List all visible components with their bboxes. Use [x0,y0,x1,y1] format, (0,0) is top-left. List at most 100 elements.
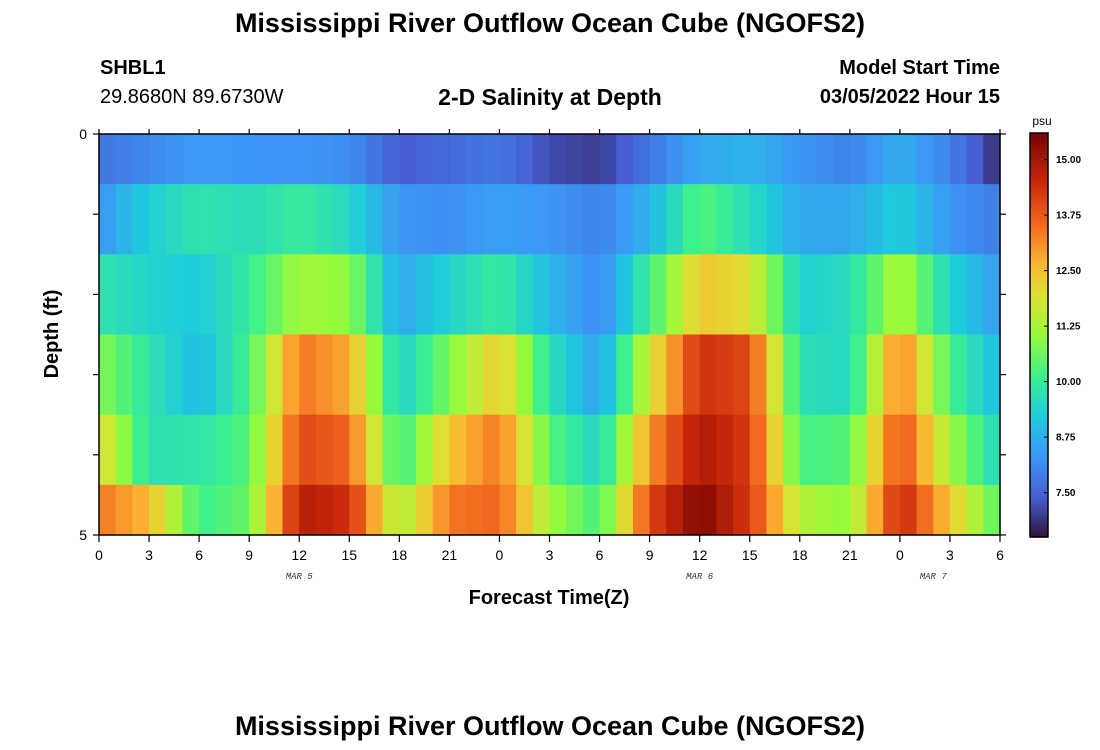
x-tick-label: 9 [245,547,253,563]
heatmap-cell [516,414,534,486]
heatmap-cell [682,184,701,255]
heatmap-cell [816,334,834,416]
heatmap-cell [416,254,434,335]
heatmap-cell [916,334,934,416]
colorbar-segment [1030,297,1048,302]
heatmap-cell [883,334,901,416]
heatmap-cell [416,184,434,255]
colorbar-segment [1030,520,1048,525]
colorbar-segment [1030,415,1048,420]
heatmap-cell [215,414,234,486]
colorbar-segment [1030,136,1048,141]
heatmap-cell [282,334,300,416]
colorbar-segment [1030,240,1048,245]
heatmap-cell [866,414,884,486]
heatmap-cell [733,334,751,416]
heatmap-cell [349,184,367,255]
heatmap-cell [149,254,167,335]
y-tick-label: 0 [79,126,87,142]
colorbar-segment [1030,365,1048,370]
x-tick-label: 18 [792,547,808,563]
colorbar-segment [1030,419,1048,424]
heatmap-cell [783,134,801,185]
colorbar-segment [1030,146,1048,151]
heatmap-cell [599,414,617,486]
heatmap-cell [265,334,284,416]
heatmap-cell [449,184,467,255]
heatmap-cell [899,134,918,185]
heatmap-cell [282,484,300,536]
heatmap-cell [482,484,501,536]
heatmap-cell [833,334,851,416]
colorbar-segment [1030,304,1048,309]
heatmap-cell [699,184,717,255]
x-tick-label: 15 [742,547,758,563]
heatmap-cell [866,254,884,335]
heatmap-cell [399,484,417,536]
heatmap-cell [332,484,350,536]
heatmap-cells [99,134,1001,536]
colorbar-segment [1030,425,1048,430]
colorbar-segment [1030,489,1048,494]
heatmap-cell [599,134,617,185]
heatmap-cell [149,484,167,536]
heatmap-cell [916,254,934,335]
heatmap-cell [532,334,551,416]
colorbar-segment [1030,254,1048,259]
colorbar-tick-label: 12.50 [1056,266,1081,277]
date-label: MAR 7 [920,572,948,582]
heatmap-cell [265,134,284,185]
heatmap-cell [783,254,801,335]
heatmap-cell [482,414,501,486]
x-tick-label: 9 [646,547,654,563]
heatmap-cell [432,184,450,255]
colorbar-segment [1030,281,1048,286]
heatmap-cell [616,484,634,536]
heatmap-cell [199,134,217,185]
colorbar-segment [1030,186,1048,191]
heatmap-cell [966,414,984,486]
x-tick-label: 6 [596,547,604,563]
heatmap-cell [949,334,968,416]
heatmap-cell [549,484,567,536]
heatmap-cell [582,484,601,536]
heatmap-cell [749,254,768,335]
heatmap-cell [299,134,317,185]
heatmap-cell [499,484,517,536]
colorbar-segment [1030,257,1048,262]
heatmap-cell [399,254,417,335]
heatmap-cell [749,484,768,536]
heatmap-cell [699,484,717,536]
heatmap-cell [899,414,918,486]
heatmap-cell [249,134,267,185]
colorbar-segment [1030,294,1048,299]
heatmap-cell [933,334,951,416]
heatmap-cell [416,134,434,185]
colorbar-segment [1030,234,1048,238]
date-label: MAR 5 [286,572,314,582]
x-tick-label: 6 [996,547,1004,563]
heatmap-cell [365,334,384,416]
heatmap-cell [966,184,984,255]
heatmap-cell [215,334,234,416]
heatmap-cell [432,334,450,416]
heatmap-cell [215,134,234,185]
heatmap-cell [566,334,584,416]
heatmap-cell [649,414,667,486]
x-tick-label: 0 [95,547,103,563]
heatmap-cell [499,134,517,185]
heatmap-cell [282,134,300,185]
heatmap-cell [382,254,400,335]
colorbar-segment [1030,398,1048,403]
colorbar-segment [1030,402,1048,407]
heatmap-cell [716,414,734,486]
station-coordinates: 29.8680N 89.6730W [100,86,284,108]
heatmap-cell [616,414,634,486]
colorbar-tick-label: 13.75 [1056,211,1081,222]
heatmap-cell [482,254,501,335]
heatmap-cell [449,134,467,185]
colorbar-segment [1030,493,1048,498]
heatmap-cell [299,484,317,536]
colorbar-segment [1030,166,1048,171]
heatmap-cell [816,184,834,255]
